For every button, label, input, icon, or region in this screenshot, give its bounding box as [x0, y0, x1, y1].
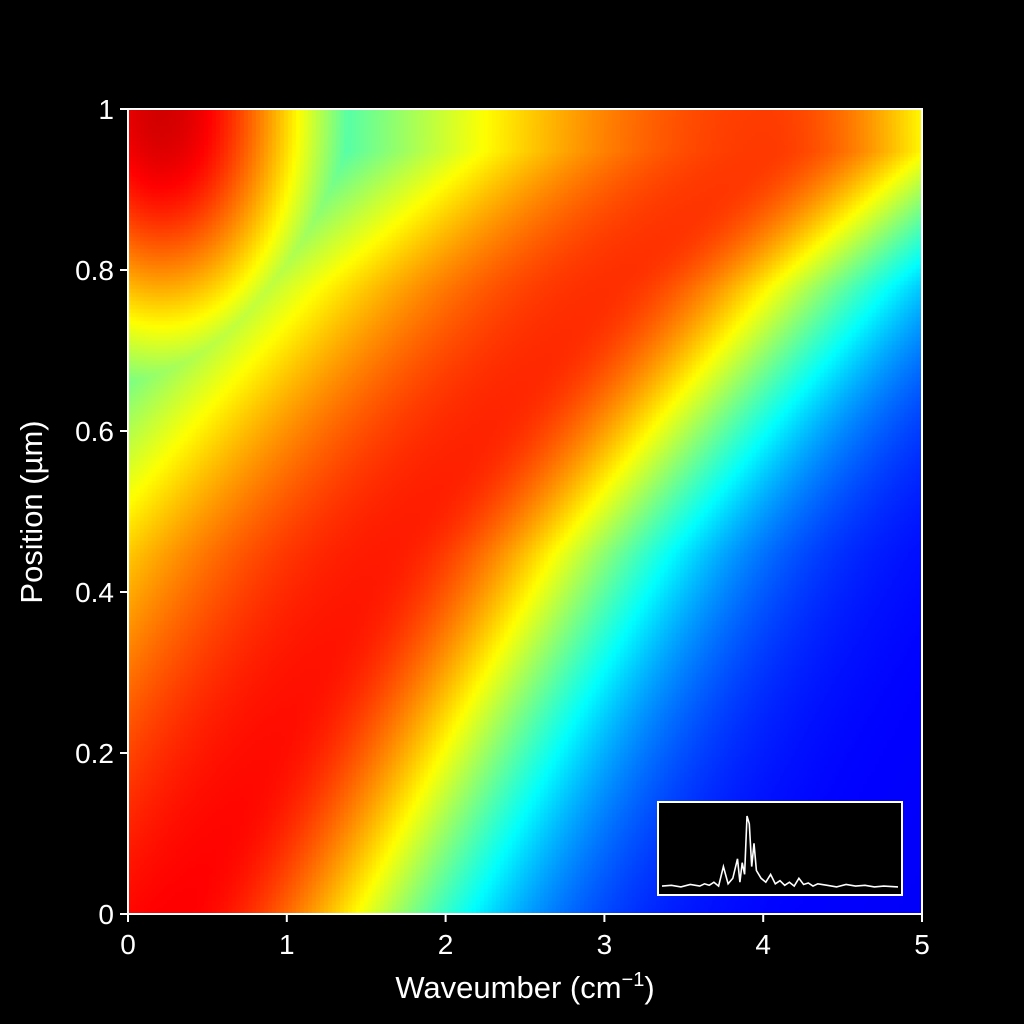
y-tick-label: 1 [98, 94, 114, 125]
x-axis-title-suffix: ) [644, 970, 654, 1005]
x-tick-label: 3 [597, 929, 613, 960]
x-axis-title-superscript: −1 [622, 969, 645, 991]
inset-spectrum [657, 801, 903, 896]
y-axis-title: Position (µm) [14, 420, 49, 603]
y-tick-label: 0 [98, 899, 114, 930]
x-tick-label: 1 [279, 929, 295, 960]
x-tick-label: 0 [120, 929, 136, 960]
x-axis-title: Waveumber (cm−1) [395, 969, 654, 1005]
x-tick-label: 2 [438, 929, 454, 960]
x-tick-label: 4 [755, 929, 771, 960]
y-axis: 0 0.2 0.4 0.6 0.8 1 [75, 94, 128, 930]
x-axis: 0 1 2 3 4 5 [120, 914, 930, 960]
inset-series-line [661, 815, 899, 888]
heatmap-area [128, 109, 922, 914]
y-tick-label: 0.8 [75, 255, 114, 286]
x-tick-label: 5 [914, 929, 930, 960]
y-tick-label: 0.4 [75, 577, 114, 608]
plot-frame [127, 108, 923, 915]
y-tick-label: 0.2 [75, 738, 114, 769]
inset-frame [657, 801, 903, 896]
y-tick-label: 0.6 [75, 416, 114, 447]
x-axis-title-main: Waveumber (cm [395, 970, 621, 1005]
